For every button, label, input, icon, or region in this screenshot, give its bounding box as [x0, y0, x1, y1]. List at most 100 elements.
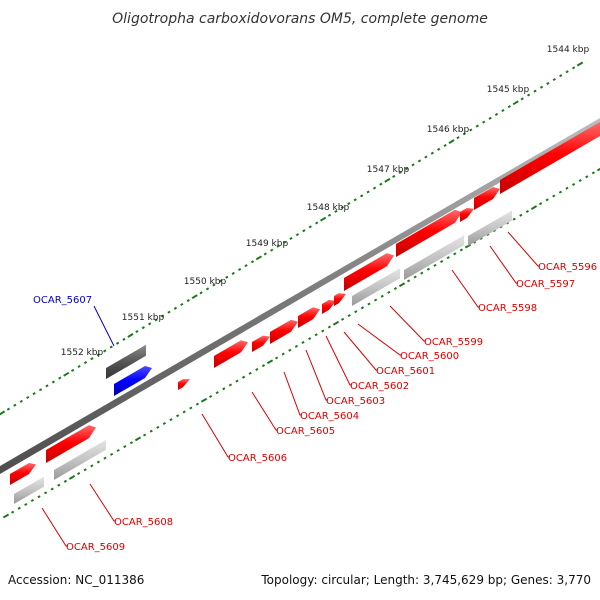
- minor-tick: [546, 81, 550, 85]
- minor-tick: [301, 340, 305, 345]
- minor-tick: [387, 290, 391, 294]
- minor-tick: [571, 66, 576, 70]
- gene-label: OCAR_5599: [424, 337, 483, 348]
- major-tick: [319, 216, 327, 222]
- minor-tick: [565, 70, 569, 74]
- major-tick: [127, 333, 134, 338]
- minor-tick: [90, 357, 94, 361]
- minor-tick: [103, 456, 107, 460]
- minor-tick: [315, 221, 319, 225]
- minor-tick: [250, 260, 255, 264]
- minor-tick: [372, 186, 377, 190]
- major-tick: [384, 177, 391, 183]
- gene-feature: [270, 319, 298, 344]
- minor-tick: [472, 240, 477, 244]
- major-tick: [266, 359, 274, 365]
- minor-tick: [538, 202, 543, 206]
- gene-feature: [474, 187, 500, 210]
- scale-labels: 1544 kbp 1545 kbp 1546 kbp 1547 kbp 1548 kbp…: [61, 45, 590, 358]
- gene-underlay: [352, 268, 400, 306]
- gene-label: OCAR_5603: [326, 396, 385, 407]
- gene-underlay-track: [14, 210, 512, 504]
- minor-tick: [314, 333, 318, 337]
- minor-tick: [175, 414, 180, 418]
- minor-tick: [430, 151, 434, 155]
- major-tick: [0, 410, 6, 416]
- minor-tick: [552, 194, 556, 198]
- leader-line: [93, 305, 115, 347]
- gene-feature: [178, 379, 190, 390]
- gene-feature: [334, 293, 346, 306]
- major-tick: [596, 167, 600, 172]
- minor-tick: [398, 171, 402, 175]
- leader-line: [251, 391, 278, 431]
- gene-feature: [252, 335, 270, 352]
- minor-tick: [404, 167, 409, 171]
- major-tick: [200, 397, 208, 403]
- minor-tick: [45, 384, 49, 388]
- minor-tick: [308, 225, 312, 229]
- minor-tick: [526, 93, 531, 97]
- gene-label: OCAR_5602: [350, 381, 409, 392]
- minor-tick: [24, 502, 28, 506]
- gene-underlay: [468, 210, 512, 246]
- minor-tick: [360, 306, 365, 310]
- gene-label: OCAR_5609: [66, 542, 125, 553]
- minor-tick: [424, 155, 428, 159]
- minor-tick: [255, 367, 259, 371]
- minor-tick: [373, 298, 378, 302]
- gene-labels: OCAR_5596 OCAR_5597 OCAR_5598 OCAR_5599 OCAR…: [33, 262, 597, 553]
- minor-tick: [453, 252, 457, 256]
- minor-tick: [334, 209, 338, 213]
- major-tick: [332, 320, 340, 326]
- minor-tick: [411, 163, 415, 167]
- minor-tick: [263, 252, 267, 256]
- minor-tick: [180, 302, 184, 306]
- outer-scale-ruler: [0, 61, 584, 416]
- minor-tick: [539, 85, 544, 89]
- minor-tick: [545, 198, 549, 202]
- minor-tick: [565, 186, 569, 190]
- gene-label: OCAR_5601: [376, 366, 435, 377]
- minor-tick: [83, 468, 87, 472]
- minor-tick: [295, 233, 300, 237]
- minor-tick: [459, 248, 464, 252]
- minor-tick: [552, 77, 556, 82]
- minor-tick: [43, 491, 48, 495]
- scale-label: 1551 kbp: [122, 313, 165, 323]
- minor-tick: [38, 388, 43, 392]
- minor-tick: [160, 314, 165, 318]
- minor-tick: [115, 341, 120, 345]
- scale-label: 1549 kbp: [246, 239, 289, 249]
- minor-tick: [340, 317, 345, 321]
- minor-tick: [228, 383, 233, 387]
- leader-line: [343, 331, 378, 371]
- minor-tick: [225, 275, 229, 279]
- minor-tick: [559, 74, 563, 78]
- gene-label: OCAR_5608: [114, 517, 173, 528]
- gene-underlay: [54, 439, 106, 480]
- minor-tick: [558, 190, 563, 194]
- minor-tick: [367, 302, 371, 306]
- scale-label: 1546 kbp: [427, 125, 470, 135]
- minor-tick: [109, 345, 113, 349]
- minor-tick: [63, 479, 68, 483]
- major-tick: [68, 475, 76, 480]
- gene-feature: [500, 122, 600, 194]
- inner-scale-ruler: [2, 167, 600, 519]
- accession-text: Accession: NC_011386: [8, 573, 145, 587]
- gene-label: OCAR_5600: [400, 351, 459, 362]
- minor-tick: [189, 406, 193, 410]
- minor-tick: [6, 407, 11, 411]
- minor-tick: [347, 202, 351, 206]
- minor-tick: [439, 260, 444, 264]
- minor-tick: [433, 263, 437, 267]
- minor-tick: [218, 279, 222, 283]
- minor-tick: [235, 379, 239, 383]
- gene-label: OCAR_5597: [516, 279, 575, 290]
- minor-tick: [237, 268, 242, 272]
- minor-tick: [482, 120, 486, 124]
- minor-tick: [148, 322, 152, 326]
- minor-tick: [141, 326, 145, 330]
- minor-tick: [71, 368, 75, 372]
